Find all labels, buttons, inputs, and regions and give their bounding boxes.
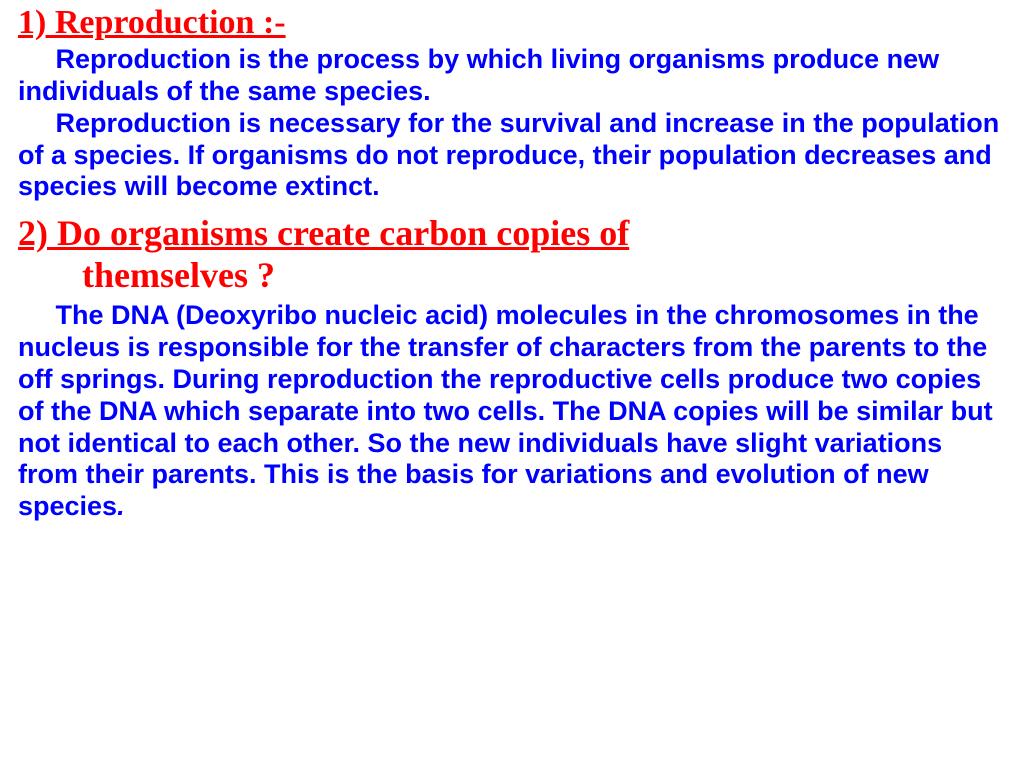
section-2-heading: 2) Do organisms create carbon copies of … [18, 213, 1006, 296]
section-2-heading-line2: themselves ? [18, 255, 275, 296]
section-1-heading: 1) Reproduction :- [18, 4, 1006, 42]
section-1-body: Reproduction is the process by which liv… [18, 44, 1006, 203]
section-2-body-text: The DNA (Deoxyribo nucleic acid) molecul… [18, 300, 993, 521]
section-2-body: The DNA (Deoxyribo nucleic acid) molecul… [18, 300, 1006, 523]
section-2-heading-line1: 2) Do organisms create carbon copies of [18, 213, 629, 253]
section-2-trailing-period: . [117, 491, 125, 521]
